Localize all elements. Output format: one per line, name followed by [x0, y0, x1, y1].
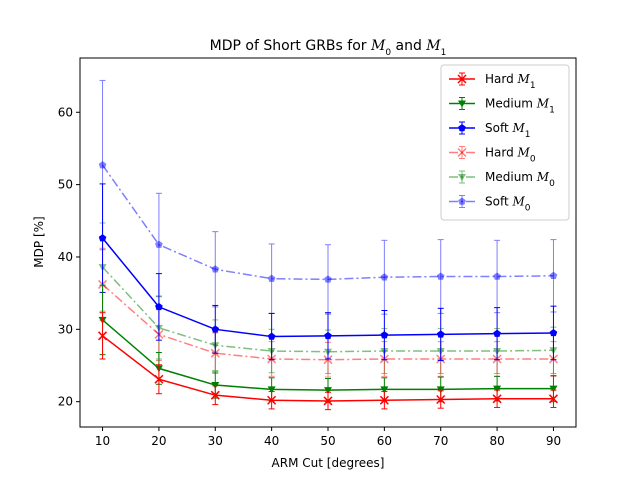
- series-line: [102, 266, 554, 353]
- marker-x: [492, 394, 502, 404]
- marker-triangle: [380, 386, 389, 394]
- marker-pentagon: [98, 234, 107, 242]
- x-tick-label: 10: [95, 434, 110, 448]
- marker-x: [98, 331, 108, 341]
- x-axis: 10 20 30 40 50 60 70 80 90: [95, 427, 561, 448]
- marker-triangle: [436, 386, 445, 394]
- x-tick-label: 40: [264, 434, 279, 448]
- marker-x: [267, 395, 277, 405]
- x-tick-label: 90: [546, 434, 561, 448]
- legend-label: Soft M1: [485, 121, 531, 140]
- marker-x: [154, 374, 164, 384]
- marker-x: [379, 395, 389, 405]
- y-tick-label: 50: [58, 178, 73, 192]
- x-tick-label: 50: [320, 434, 335, 448]
- marker-triangle: [493, 385, 502, 393]
- chart-title: MDP of Short GRBs for M0 and M1: [210, 38, 447, 58]
- marker-triangle: [267, 386, 276, 394]
- marker-pentagon: [155, 240, 163, 248]
- legend-item: Hard M0: [449, 146, 536, 165]
- legend-item: Medium M0: [449, 170, 555, 189]
- marker-x: [457, 74, 467, 84]
- plot-area: [98, 79, 558, 411]
- legend: Hard M1 Medium M1 Soft M1 Hard M0 Medium M0 S…: [440, 64, 570, 221]
- marker-triangle: [458, 174, 466, 181]
- marker-triangle: [549, 385, 558, 393]
- legend-item: Soft M0: [449, 195, 531, 214]
- marker-pentagon: [436, 272, 445, 280]
- x-tick-label: 70: [433, 434, 448, 448]
- x-tick-label: 20: [151, 434, 166, 448]
- series-soft-M1: [98, 183, 558, 361]
- legend-label: Medium M0: [485, 170, 555, 189]
- marker-pentagon: [98, 161, 107, 169]
- series-hard-M1: [98, 312, 558, 411]
- marker-pentagon: [493, 272, 501, 280]
- marker-pentagon: [549, 328, 558, 337]
- x-tick-label: 30: [208, 434, 223, 448]
- marker-x: [548, 394, 558, 404]
- x-axis-label: ARM Cut [degrees]: [272, 456, 385, 470]
- marker-pentagon: [493, 329, 501, 337]
- series-soft-M0: [98, 79, 558, 315]
- legend-item: Hard M1: [449, 72, 536, 91]
- y-tick-label: 60: [58, 105, 73, 119]
- legend-label: Medium M1: [485, 97, 555, 116]
- marker-pentagon: [211, 325, 220, 333]
- marker-pentagon: [211, 265, 220, 273]
- y-tick-label: 40: [58, 250, 73, 264]
- x-tick-label: 60: [377, 434, 392, 448]
- y-axis: 20 30 40 50 60: [58, 105, 80, 409]
- marker-pentagon: [267, 332, 276, 340]
- marker-pentagon: [155, 302, 163, 311]
- legend-label: Soft M0: [485, 195, 531, 214]
- marker-pentagon: [324, 331, 332, 340]
- marker-triangle: [324, 387, 332, 395]
- y-tick-label: 20: [58, 395, 73, 409]
- legend-item: Soft M1: [449, 121, 531, 140]
- marker-pentagon: [549, 271, 558, 280]
- marker-pentagon: [324, 275, 332, 283]
- marker-x: [457, 147, 467, 158]
- legend-label: Hard M1: [485, 72, 536, 91]
- marker-pentagon: [436, 330, 445, 338]
- y-axis-label: MDP [%]: [32, 216, 46, 267]
- x-tick-label: 80: [489, 434, 504, 448]
- marker-triangle: [458, 100, 466, 108]
- marker-x: [323, 396, 333, 406]
- marker-pentagon: [458, 197, 466, 205]
- marker-pentagon: [380, 331, 389, 339]
- y-tick-label: 30: [58, 322, 73, 336]
- series-line: [102, 283, 554, 361]
- marker-x: [436, 394, 446, 405]
- legend-label: Hard M0: [485, 146, 536, 165]
- marker-x: [323, 355, 333, 365]
- legend-item: Medium M1: [449, 97, 555, 116]
- marker-x: [210, 390, 220, 400]
- marker-pentagon: [380, 273, 389, 281]
- marker-pentagon: [458, 124, 466, 132]
- marker-pentagon: [267, 274, 276, 282]
